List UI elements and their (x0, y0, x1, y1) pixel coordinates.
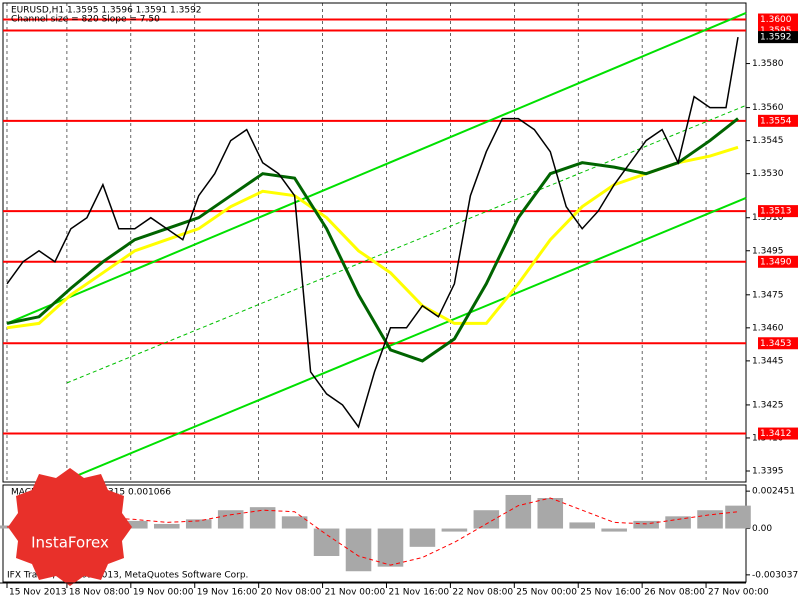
histogram-bar (377, 528, 404, 567)
histogram-bar (473, 510, 500, 529)
copyright: IFX Trader, © 2001-2013, MetaQuotes Soft… (7, 571, 248, 581)
level-label: 1.3595 (760, 26, 792, 36)
level-label: 1.3600 (760, 15, 792, 25)
x-tick-label: 21 Nov 16:00 (388, 588, 449, 598)
x-tick-label: 21 Nov 00:00 (325, 588, 386, 598)
histogram-bar (345, 528, 372, 572)
price-box (758, 31, 798, 44)
histogram-bar (153, 523, 180, 529)
plot-frame (2, 484, 747, 583)
histogram-bar (601, 528, 627, 532)
series-line (6, 36, 739, 429)
histogram-bar (185, 519, 212, 529)
level-label: 1.3513 (760, 207, 792, 217)
level-tag: 1.3490 (758, 255, 798, 268)
level-tag: 1.3412 (758, 427, 798, 440)
histogram-bar (633, 520, 659, 529)
y-tick-label: 0.002451 (752, 487, 795, 497)
histogram-bar (313, 528, 340, 556)
y-tick-label: -0.003037 (752, 570, 798, 580)
histogram-bar (249, 507, 276, 529)
x-tick-label: 26 Nov 08:00 (644, 588, 705, 598)
y-tick-label: 1.3395 (752, 466, 784, 476)
series-line (6, 11, 747, 325)
x-tick-label: 18 Nov 08:00 (69, 588, 130, 598)
y-tick-label: 1.3545 (752, 136, 784, 146)
y-tick-label: 1.3475 (752, 290, 784, 300)
level-tag: 1.3600 (758, 13, 798, 26)
histogram-bar (217, 510, 244, 529)
histogram-bar (122, 520, 148, 529)
y-tick-label: 1.3560 (752, 103, 784, 113)
histogram-bar (537, 498, 564, 529)
y-tick-label: 1.3530 (752, 169, 784, 179)
panel-title: EURUSD,H1 1.3595 1.3596 1.3591 1.3592 (11, 6, 202, 16)
price-label: 1.3592 (760, 33, 792, 43)
logo: InstaForex (8, 468, 132, 586)
level-box (758, 13, 798, 26)
y-tick-label: 1.3460 (752, 323, 784, 333)
x-tick-label: 15 Nov 2013 (9, 588, 67, 598)
series-line (6, 145, 739, 330)
y-tick-label: 1.3425 (752, 400, 784, 410)
level-box (758, 337, 798, 350)
panel-subtitle: Channel size = 820 Slope = 7.50 (11, 15, 160, 25)
y-tick-label: 0.00 (752, 524, 772, 534)
series-line (6, 117, 739, 363)
x-tick-label: 25 Nov 00:00 (516, 588, 577, 598)
histogram-bar (281, 516, 308, 529)
level-box (758, 205, 798, 218)
level-label: 1.3490 (760, 257, 792, 267)
y-tick-label: 1.3510 (752, 213, 784, 223)
x-tick-label: 27 Nov 00:00 (708, 588, 769, 598)
y-tick-label: 1.3445 (752, 356, 784, 366)
level-label: 1.3412 (760, 429, 792, 439)
plot-frame (2, 2, 747, 483)
level-tag: 1.3554 (758, 114, 798, 127)
histogram-bar (569, 522, 596, 529)
histogram-bar (409, 528, 436, 547)
histogram-bar (665, 516, 691, 529)
x-tick-label: 22 Nov 08:00 (452, 588, 513, 598)
level-tag: 1.3513 (758, 205, 798, 218)
histogram-bar (725, 505, 751, 529)
series-line (66, 196, 747, 481)
x-tick-label: 20 Nov 08:00 (261, 588, 322, 598)
level-box (758, 114, 798, 127)
y-tick-label: 1.3495 (752, 246, 784, 256)
histogram-bar (697, 510, 723, 529)
level-box (758, 255, 798, 268)
histogram-bar (441, 528, 468, 532)
x-tick-label: 19 Nov 00:00 (133, 588, 194, 598)
x-tick-label: 19 Nov 16:00 (197, 588, 258, 598)
y-tick-label: 1.3580 (752, 59, 784, 69)
series-line (66, 104, 747, 384)
logo-text: InstaForex (31, 534, 109, 552)
level-tag: 1.3453 (758, 337, 798, 350)
series-line (6, 497, 739, 566)
level-label: 1.3453 (760, 339, 792, 349)
logo-badge (8, 468, 132, 586)
x-tick-label: 25 Nov 16:00 (580, 588, 641, 598)
level-label: 1.3554 (760, 116, 792, 126)
level-box (758, 427, 798, 440)
histogram-bar (505, 494, 532, 529)
